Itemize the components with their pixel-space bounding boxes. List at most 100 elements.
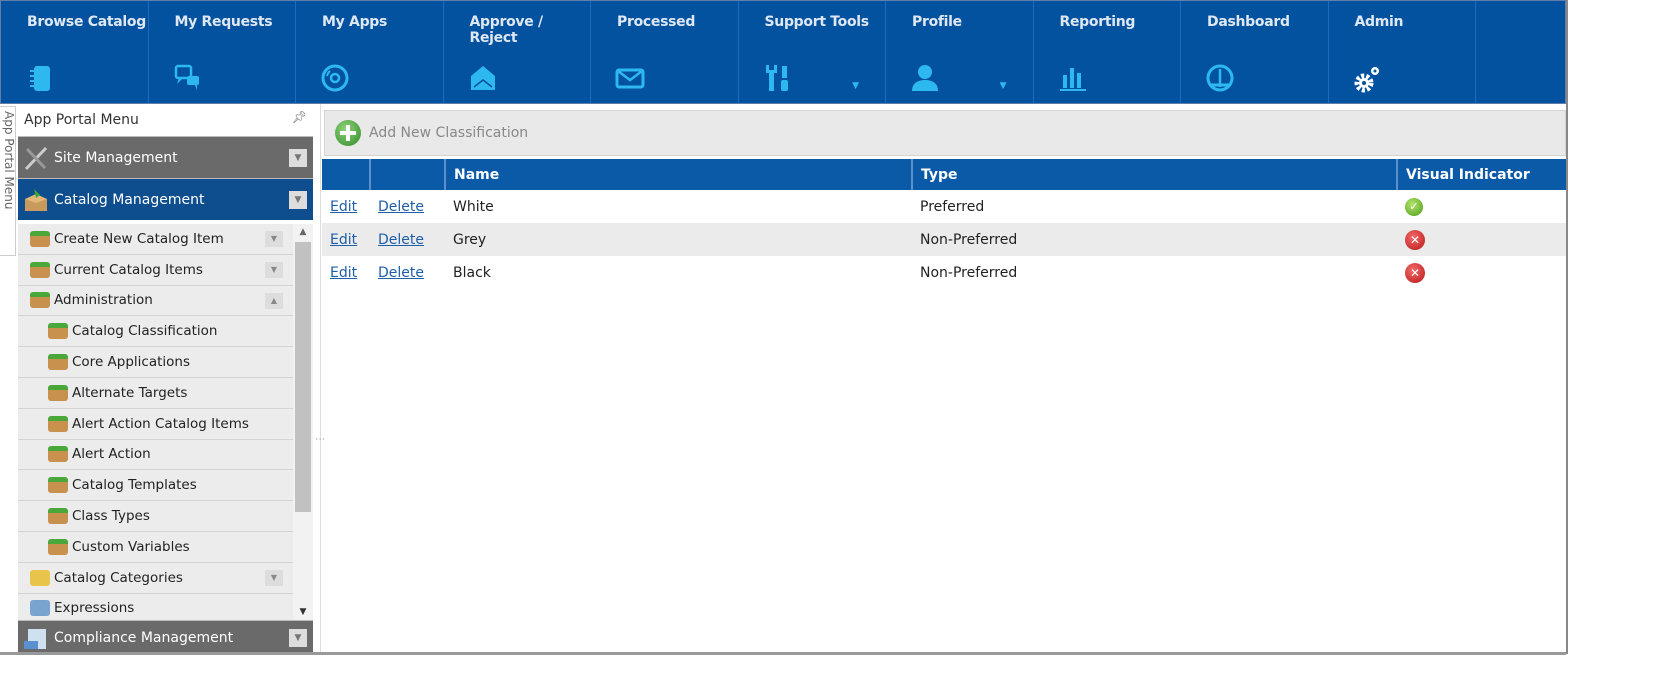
sidebar-item-label: Catalog Categories <box>54 569 183 586</box>
visual-indicator-cell: ✓ <box>1397 190 1566 223</box>
chevron-down-icon[interactable]: ▼ <box>265 569 283 586</box>
type-cell: Preferred <box>920 198 985 215</box>
sidebar-item-current-catalog-items[interactable]: Current Catalog Items ▼ <box>18 255 293 286</box>
nav-label: My Apps <box>322 14 388 30</box>
top-navigation: Browse Catalog My Requests My Apps Approve … <box>0 0 1566 104</box>
chevron-up-icon[interactable]: ▲ <box>265 292 283 309</box>
sidebar-item-alternate-targets[interactable]: Alternate Targets <box>18 378 293 409</box>
edit-link[interactable]: Edit <box>330 264 358 281</box>
sidebar-item-catalog-classification[interactable]: Catalog Classification <box>18 316 293 348</box>
catalog-menu-list: Create New Catalog Item ▼ Current Catalog … <box>18 224 293 620</box>
tools-icon <box>24 146 48 171</box>
nav-admin[interactable]: Admin <box>1329 1 1476 103</box>
app-portal-menu-collapsed-tab[interactable]: App Portal Menu <box>0 106 16 256</box>
sidebar-item-label: Create New Catalog Item <box>54 230 224 247</box>
nav-label: Reporting <box>1059 14 1136 30</box>
nav-my-apps[interactable]: My Apps <box>296 1 444 103</box>
column-header <box>369 159 445 190</box>
edit-link[interactable]: Edit <box>330 198 358 215</box>
group-compliance-management[interactable]: Compliance Management ▼ <box>18 620 313 654</box>
nav-label: Profile <box>912 14 962 30</box>
group-catalog-management[interactable]: Catalog Management ▼ <box>18 178 313 220</box>
nav-label: Dashboard <box>1207 14 1290 30</box>
box-icon <box>48 446 68 463</box>
sidebar-item-alert-action-catalog-items[interactable]: Alert Action Catalog Items <box>18 409 293 440</box>
computer-icon <box>24 629 46 649</box>
nav-browse-catalog[interactable]: Browse Catalog <box>1 1 149 103</box>
nav-my-requests[interactable]: My Requests <box>149 1 296 103</box>
group-site-management[interactable]: Site Management ▼ <box>18 136 313 178</box>
sidebar-item-label: Alternate Targets <box>72 384 188 401</box>
chevron-down-icon[interactable]: ▼ <box>289 191 307 209</box>
sidebar-item-label: Expressions <box>54 600 135 617</box>
group-label: Catalog Management <box>54 191 205 208</box>
sidebar: App Portal Menu 📌︎ Site Management ▼ Cat… <box>18 104 313 654</box>
main-content: Add New Classification Name Type Visual In… <box>322 104 1566 652</box>
bottom-border <box>0 652 1566 655</box>
gears-icon <box>1354 67 1379 93</box>
type-cell: Non-Preferred <box>920 264 1018 281</box>
nav-processed[interactable]: Processed <box>591 1 739 103</box>
column-header: Visual Indicator <box>1396 159 1566 190</box>
bar-chart-icon <box>1059 68 1086 91</box>
tools-icon <box>765 65 788 91</box>
sidebar-item-catalog-templates[interactable]: Catalog Templates <box>18 470 293 502</box>
sidebar-item-label: Custom Variables <box>72 538 190 555</box>
nav-label: Admin <box>1354 14 1404 30</box>
nav-approve-reject[interactable]: Approve / Reject <box>444 1 591 103</box>
sidebar-item-administration[interactable]: Administration ▲ <box>18 286 293 317</box>
chevron-down-icon[interactable]: ▼ <box>265 261 283 278</box>
disc-icon <box>321 64 349 92</box>
user-icon <box>912 65 938 91</box>
chevron-down-icon[interactable]: ▼ <box>265 231 283 247</box>
x-circle-icon: ✕ <box>1405 229 1425 250</box>
folder-icon <box>30 569 50 586</box>
add-new-classification-button[interactable]: Add New Classification <box>324 110 1566 156</box>
delete-link[interactable]: Delete <box>378 198 424 215</box>
sidebar-item-class-types[interactable]: Class Types <box>18 501 293 532</box>
envelope-icon <box>615 68 645 89</box>
nav-support-tools[interactable]: Support Tools ▼ <box>739 1 886 103</box>
scroll-down-icon[interactable]: ▼ <box>299 607 307 617</box>
right-border <box>1566 0 1568 654</box>
sidebar-item-core-applications[interactable]: Core Applications <box>18 347 293 378</box>
nav-label: Processed <box>617 14 696 30</box>
scrollbar-thumb[interactable] <box>295 242 311 512</box>
chevron-down-icon[interactable]: ▼ <box>289 149 307 167</box>
edit-link[interactable]: Edit <box>330 231 358 248</box>
nav-label: My Requests <box>174 14 273 30</box>
chevron-down-icon[interactable]: ▼ <box>289 629 307 647</box>
sidebar-item-catalog-categories[interactable]: Catalog Categories ▼ <box>18 563 293 594</box>
delete-link[interactable]: Delete <box>378 264 424 281</box>
box-icon <box>30 261 50 278</box>
nav-dashboard[interactable]: Dashboard <box>1181 1 1329 103</box>
pin-icon[interactable]: 📌︎ <box>291 110 307 124</box>
gauge-icon <box>1206 64 1234 92</box>
sidebar-item-label: Class Types <box>72 508 150 525</box>
caret-down-icon[interactable]: ▼ <box>999 81 1007 91</box>
scroll-up-icon[interactable]: ▲ <box>299 227 307 237</box>
sidebar-scrollbar[interactable]: ▲ ▼ <box>293 224 313 620</box>
nav-profile[interactable]: Profile ▼ <box>886 1 1034 103</box>
box-icon <box>30 230 50 247</box>
nav-label: Approve / Reject <box>469 14 544 46</box>
check-circle-icon: ✓ <box>1405 197 1423 216</box>
sidebar-title: App Portal Menu <box>24 112 139 128</box>
caret-down-icon[interactable]: ▼ <box>852 81 859 91</box>
sidebar-item-expressions[interactable]: Expressions <box>18 594 293 620</box>
sidebar-item-label: Core Applications <box>72 354 190 371</box>
nav-reporting[interactable]: Reporting <box>1034 1 1181 103</box>
box-icon <box>48 477 68 494</box>
column-header: Name <box>444 159 912 190</box>
box-icon <box>48 538 68 555</box>
notebook-icon <box>30 66 50 91</box>
sidebar-item-create-new-catalog-item[interactable]: Create New Catalog Item ▼ <box>18 224 293 255</box>
sidebar-splitter[interactable]: ⋮ <box>313 104 325 654</box>
box-icon <box>48 508 68 525</box>
box-icon <box>48 384 68 401</box>
delete-link[interactable]: Delete <box>378 231 424 248</box>
box-icon <box>48 415 68 432</box>
sidebar-item-custom-variables[interactable]: Custom Variables <box>18 532 293 563</box>
sidebar-item-alert-action[interactable]: Alert Action <box>18 440 293 471</box>
vertical-tab-label: App Portal Menu <box>2 111 16 210</box>
